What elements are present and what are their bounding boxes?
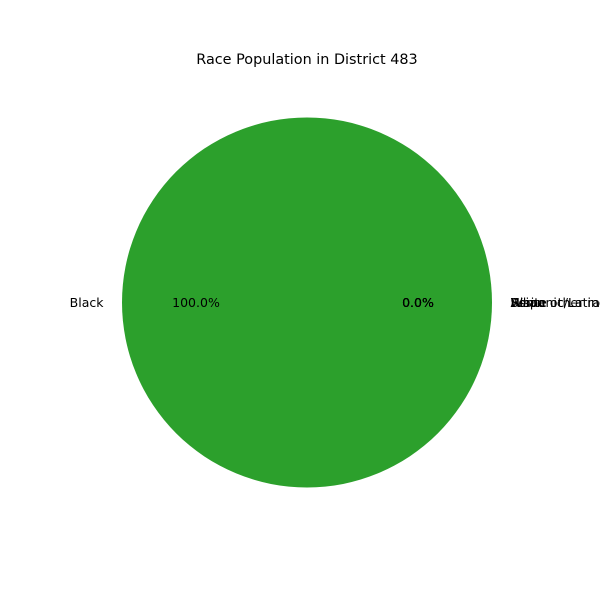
chart-title: Race Population in District 483 — [196, 52, 417, 68]
slice-label-white: White — [511, 295, 548, 310]
slice-label-hispanic-latino: Hispanic/Latino — [511, 295, 600, 310]
slice-label-black: Black — [70, 295, 105, 310]
slice-label-some-other-race: Some other race — [511, 295, 600, 310]
slice-percent-some-other-race: 0.0% — [402, 295, 434, 310]
slice-percent-asian: 0.0% — [402, 295, 434, 310]
slice-percent-white: 0.0% — [402, 295, 434, 310]
pie-slices — [122, 117, 492, 488]
slice-percent-black: 100.0% — [172, 295, 220, 310]
slice-label-asian: Asian — [511, 295, 545, 310]
pie-slice-black — [122, 117, 492, 488]
slice-percent-hispanic-latino: 0.0% — [402, 295, 434, 310]
